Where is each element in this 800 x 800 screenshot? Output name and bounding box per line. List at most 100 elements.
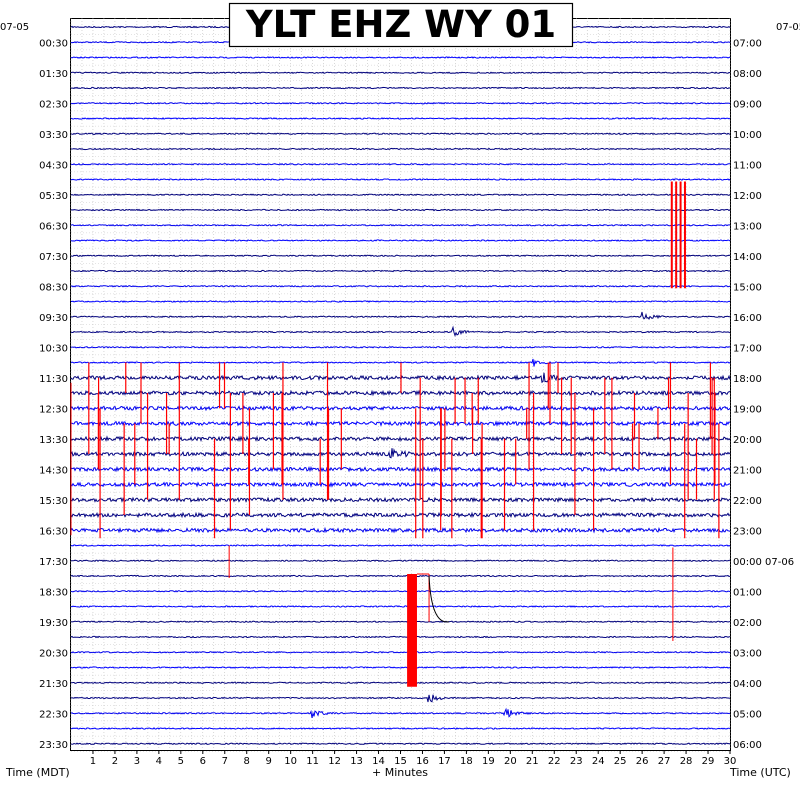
x-tick-label: 7 [222,756,228,767]
trace-row [70,193,731,197]
trace-row [70,208,731,212]
trace-row [70,742,731,746]
trace-row [70,481,731,488]
left-time-axis: 00:30 01:30 02:30 03:30 04:30 05:30 06:30 07:30… [39,38,68,751]
x-tick-label: 25 [614,756,627,767]
right-tick-label: 17:00 [733,343,762,354]
left-tick-label: 17:30 [39,557,68,568]
left-tick-label: 21:30 [39,679,68,690]
trace-row [70,311,731,321]
x-tick-label: 30 [724,756,737,767]
right-tick-label: 22:00 [733,496,762,507]
trace-row [70,346,731,349]
x-tick-label: 18 [460,756,473,767]
x-tick-label: 4 [156,756,162,767]
clipped-signal [70,181,720,687]
x-tick-label: 23 [570,756,583,767]
right-tick-label: 06:00 [733,740,762,751]
left-tick-label: 04:30 [39,160,68,171]
trace-row [70,178,731,181]
x-tick-label: 20 [504,756,517,767]
x-tick-label: 17 [438,756,451,767]
right-tick-label: 12:00 [733,191,762,202]
x-tick-label: 22 [548,756,561,767]
left-tick-label: 12:30 [39,404,68,415]
x-tick-label: 9 [266,756,272,767]
trace-row [70,132,731,136]
left-tick-label: 09:30 [39,313,68,324]
right-tick-label: 11:00 [733,160,762,171]
left-tick-label: 19:30 [39,618,68,629]
left-date-label: 07-05 [0,22,29,33]
trace-row [70,285,730,288]
left-tick-label: 05:30 [39,191,68,202]
right-tick-label: 16:00 [733,313,762,324]
right-time-axis: 07:00 08:00 09:00 10:00 11:00 12:00 13:00 14:00… [733,38,794,751]
x-tick-label: 16 [416,756,429,767]
trace-row [70,223,730,227]
x-tick-label: 19 [482,756,495,767]
trace-row [70,666,731,669]
left-axis-title: Time (MDT) [5,766,70,779]
right-tick-label: 10:00 [733,130,762,141]
trace-row [70,496,731,503]
trace-row [70,650,731,654]
left-tick-label: 10:30 [39,343,68,354]
left-tick-label: 22:30 [39,709,68,720]
left-tick-label: 08:30 [39,282,68,293]
right-tick-label: 01:00 [733,587,762,598]
x-tick-label: 15 [394,756,407,767]
trace-row [70,117,731,120]
trace-row [70,86,731,90]
trace-row [70,707,730,719]
trace-row [70,727,731,730]
trace-row [70,589,731,593]
x-tick-label: 26 [636,756,649,767]
minutes-axis: 1 2 3 4 5 6 7 8 9 10 11 12 13 14 15 16 17 18 19 20 21 22 23 24 2… [90,750,737,767]
right-tick-label: 03:00 [733,648,762,659]
left-tick-label: 16:30 [39,526,68,537]
title-box [228,2,574,48]
trace-row [70,435,731,443]
left-tick-label: 13:30 [39,435,68,446]
trace-row [71,559,731,563]
right-date-label: 07-05 [776,22,800,33]
left-tick-label: 06:30 [39,221,68,232]
right-tick-label: 09:00 [733,99,762,110]
left-tick-label: 02:30 [39,99,68,110]
trace-recovery [428,575,449,623]
trace-row [70,448,731,459]
trace-row [70,694,731,703]
right-axis-title: Time (UTC) [729,766,791,779]
x-tick-label: 10 [284,756,297,767]
right-tick-label: 21:00 [733,465,762,476]
trace-row [70,574,731,578]
x-tick-label: 14 [372,756,385,767]
right-tick-label: 08:00 [733,69,762,80]
left-tick-label: 11:30 [39,374,68,385]
left-tick-label: 18:30 [39,587,68,598]
left-tick-label: 07:30 [39,252,68,263]
trace-row [70,620,731,624]
x-tick-label: 21 [526,756,539,767]
x-tick-label: 11 [306,756,319,767]
right-tick-label: 00:00 07-06 [733,557,794,568]
x-tick-label: 6 [200,756,206,767]
right-tick-label: 14:00 [733,252,762,263]
left-tick-label: 20:30 [39,648,68,659]
left-tick-label: 01:30 [39,69,68,80]
clip-block [407,574,417,687]
trace-row [70,101,731,105]
trace-row [70,526,731,534]
trace-row [70,239,731,242]
x-tick-label: 27 [658,756,671,767]
x-tick-label: 13 [350,756,363,767]
x-tick-label: 5 [178,756,184,767]
right-tick-label: 19:00 [733,404,762,415]
right-tick-label: 07:00 [733,38,762,49]
trace-row [70,405,731,412]
trace-row [71,147,731,151]
trace-row [70,325,730,337]
trace-row [70,254,731,258]
